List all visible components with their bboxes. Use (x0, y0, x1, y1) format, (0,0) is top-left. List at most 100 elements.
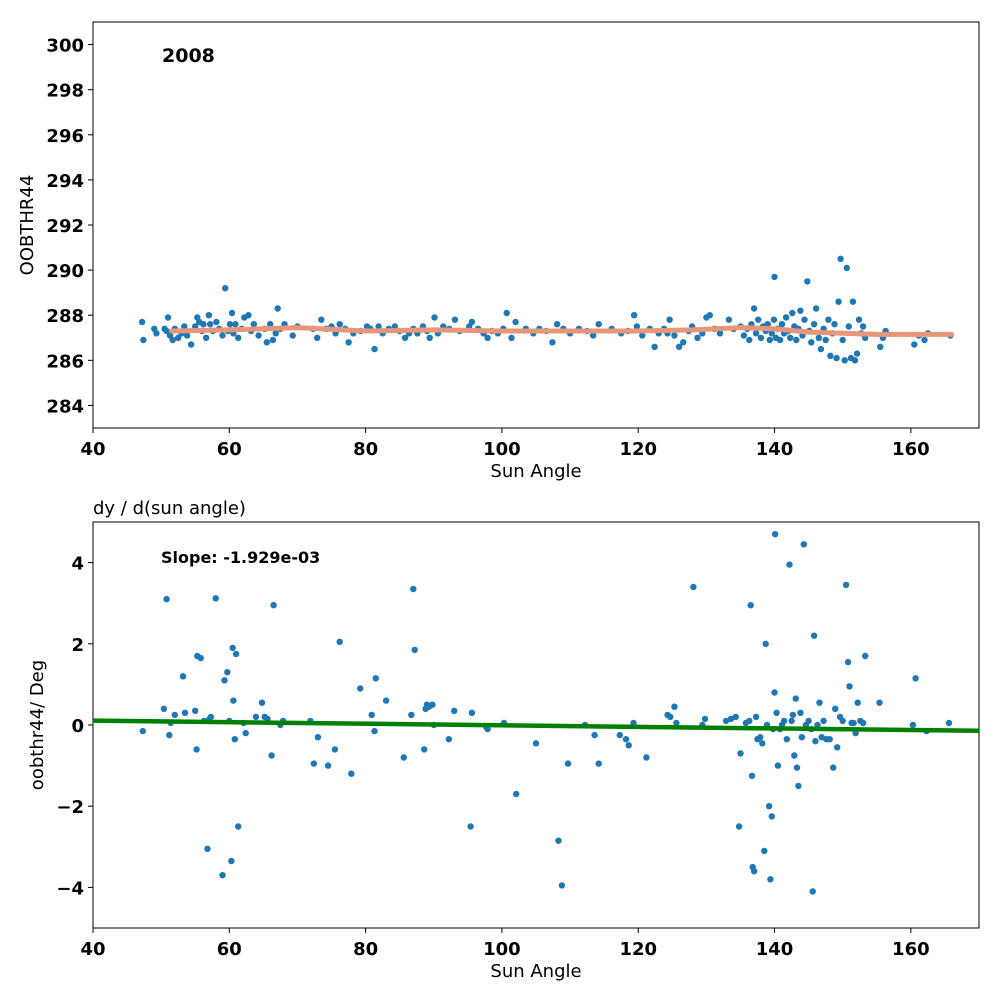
data-point (348, 770, 355, 777)
y-tick-label: 298 (46, 81, 84, 102)
data-point (752, 713, 760, 721)
data-point (812, 305, 820, 312)
data-point (757, 734, 764, 741)
y-tick-label: 300 (46, 36, 84, 57)
data-point (242, 729, 249, 737)
data-point (822, 336, 829, 344)
x-tick-label: 160 (892, 439, 930, 460)
data-point (232, 650, 240, 658)
data-point (252, 713, 260, 721)
data-point (508, 334, 515, 341)
data-point (706, 312, 713, 319)
x-axis-ticks: 40 60 80 100 120 140 160 (80, 428, 930, 460)
data-point (512, 318, 519, 326)
y-axis-label: oobthr44/ Deg (27, 660, 48, 790)
data-point (268, 752, 275, 759)
data-point (371, 727, 378, 735)
data-point (862, 652, 869, 660)
trend-line-group (168, 325, 955, 337)
data-point (231, 736, 238, 743)
data-point (673, 719, 680, 727)
data-point (771, 689, 778, 696)
scatter-panel-derivative: 40 60 80 100 120 140 160 −4 −2 0 2 4 dy / d(sun an… (27, 498, 980, 982)
y-tick-label: −4 (56, 878, 84, 899)
data-point (815, 334, 822, 341)
data-point (755, 316, 762, 323)
data-point (853, 350, 861, 357)
data-point (336, 638, 343, 645)
plot-area-frame (92, 21, 980, 429)
y-axis-ticks: 284 286 288 290 292 294 296 298 300 (46, 36, 93, 417)
data-point (532, 740, 540, 747)
data-point (202, 334, 210, 341)
data-point (314, 334, 321, 341)
data-point (263, 339, 270, 346)
data-point (160, 705, 168, 712)
data-point (401, 334, 409, 341)
data-point (835, 298, 842, 305)
data-point (630, 312, 638, 319)
data-point (690, 583, 697, 591)
data-point (625, 742, 632, 749)
data-point (764, 321, 771, 328)
data-point (228, 857, 235, 865)
data-point (255, 332, 262, 339)
y-tick-label: 290 (46, 261, 84, 282)
data-point (408, 711, 415, 719)
data-point (804, 278, 811, 285)
y-axis-label: OOBTHR44 (17, 175, 38, 276)
data-point (371, 345, 378, 353)
data-point (826, 736, 833, 743)
x-axis-ticks: 40 60 80 100 120 140 160 (80, 928, 930, 960)
data-point (484, 725, 491, 733)
data-point (445, 736, 452, 743)
panel-title: dy / d(sun angle) (93, 498, 246, 519)
data-point (193, 746, 200, 753)
data-point (229, 644, 236, 652)
data-point (814, 721, 821, 729)
year-annotation: 2008 (162, 45, 215, 67)
data-point (643, 754, 650, 761)
data-point (400, 754, 407, 761)
data-point (859, 323, 867, 330)
data-point (235, 334, 242, 341)
x-tick-label: 140 (756, 439, 794, 460)
data-point (770, 316, 778, 323)
data-point (310, 760, 317, 767)
data-point (232, 321, 239, 328)
x-tick-label: 40 (80, 939, 105, 960)
data-point (549, 339, 556, 346)
data-point (757, 334, 765, 341)
data-point (846, 683, 853, 690)
data-point (153, 330, 160, 337)
x-tick-label: 60 (217, 939, 242, 960)
data-point (765, 803, 773, 810)
data-point (197, 654, 204, 662)
data-point (675, 343, 683, 350)
data-point (855, 316, 863, 323)
data-point (750, 305, 758, 312)
data-point (345, 339, 352, 346)
data-point (842, 581, 850, 589)
data-point (207, 321, 214, 328)
data-point (800, 541, 807, 548)
data-point (616, 731, 623, 739)
y-tick-label: 4 (71, 554, 84, 575)
data-point (747, 602, 754, 609)
data-point (787, 334, 794, 341)
data-point (945, 719, 953, 727)
data-point (793, 336, 800, 344)
data-point (175, 334, 182, 341)
data-point (207, 713, 215, 721)
data-point (318, 316, 325, 323)
x-tick-label: 120 (619, 939, 657, 960)
data-point (783, 736, 790, 743)
data-point (375, 323, 382, 330)
data-point (140, 336, 147, 344)
data-point (817, 345, 825, 353)
data-point (759, 740, 766, 747)
x-tick-label: 100 (483, 439, 521, 460)
data-point (228, 309, 236, 317)
data-point (725, 316, 733, 323)
